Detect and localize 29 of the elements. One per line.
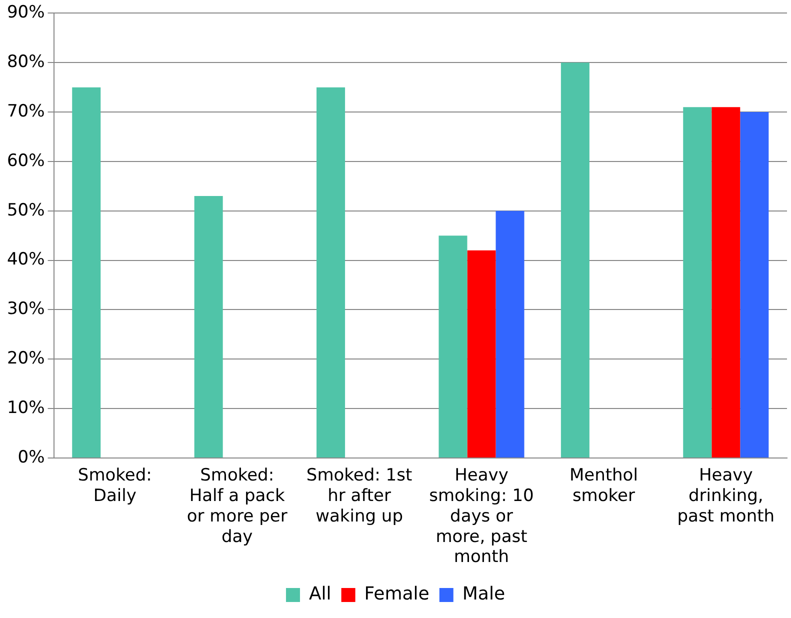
y-tick-label: 0% bbox=[18, 447, 45, 468]
bar bbox=[560, 62, 590, 458]
legend-label: All bbox=[308, 584, 332, 605]
y-tick-label: 40% bbox=[6, 250, 45, 270]
x-tick-label: Smoked: Daily bbox=[78, 466, 152, 506]
bar bbox=[72, 87, 101, 458]
bar bbox=[438, 236, 468, 458]
bar bbox=[316, 87, 346, 458]
y-tick-label: 20% bbox=[6, 348, 45, 369]
y-tick-label: 80% bbox=[6, 52, 45, 72]
bar bbox=[467, 250, 496, 458]
bar bbox=[194, 196, 223, 458]
legend-label: Female bbox=[364, 584, 430, 605]
y-tick-label: 10% bbox=[6, 398, 45, 418]
y-tick-label: 70% bbox=[6, 101, 45, 122]
x-tick-label: Heavy smoking: 10 days or more, past month bbox=[429, 466, 534, 568]
y-tick-label: 90% bbox=[6, 2, 45, 23]
bar bbox=[740, 112, 769, 458]
x-tick-label: Heavy drinking, past month bbox=[677, 466, 775, 526]
legend-label: Male bbox=[462, 584, 506, 605]
y-tick-label: 50% bbox=[6, 200, 45, 220]
x-tick-label: Smoked: 1st hr after waking up bbox=[306, 466, 412, 526]
x-tick-label: Smoked: Half a pack or more per day bbox=[186, 466, 288, 547]
bar bbox=[683, 107, 712, 458]
bar bbox=[496, 210, 524, 458]
y-tick-label: 30% bbox=[6, 299, 45, 320]
x-tick-label: Menthol smoker bbox=[569, 466, 638, 506]
y-tick-label: 60% bbox=[6, 150, 45, 171]
bar bbox=[712, 107, 740, 458]
